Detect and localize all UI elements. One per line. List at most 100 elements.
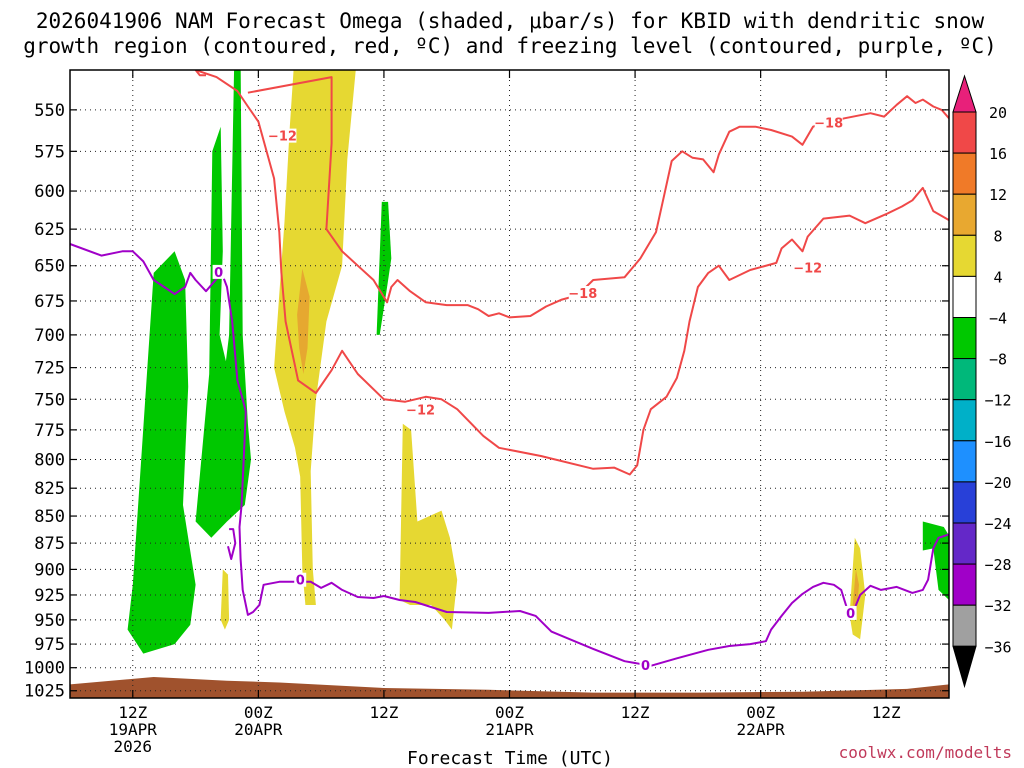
- colorbar-label: −24: [984, 515, 1011, 533]
- x-tick-label: 19APR: [109, 720, 158, 739]
- colorbar-swatch: [952, 563, 977, 606]
- contour-label: −12: [406, 403, 435, 418]
- contour-line: [227, 528, 237, 560]
- y-tick-label: 575: [34, 142, 65, 162]
- colorbar-label: 16: [989, 145, 1007, 163]
- contour-label-bg: [268, 128, 297, 143]
- x-tick-label: 00Z: [495, 703, 524, 722]
- colorbar-swatch: [952, 152, 977, 195]
- omega-region: [274, 70, 356, 605]
- contour-line: [194, 70, 206, 77]
- x-tick-label: 12Z: [872, 703, 901, 722]
- colorbar-label: 20: [989, 104, 1007, 122]
- contour-label-bg: [406, 402, 435, 417]
- colorbar-swatch: [952, 399, 977, 442]
- contour-label-bg: [793, 260, 822, 275]
- y-tick-label: 800: [34, 450, 65, 470]
- contour-label-bg: [212, 264, 225, 279]
- y-tick-label: 775: [34, 421, 65, 441]
- y-tick-label: 925: [34, 586, 65, 606]
- colorbar-swatch: [952, 604, 977, 647]
- x-tick-label: 2026: [114, 737, 153, 756]
- contour-label: −12: [268, 130, 297, 145]
- y-tick-label: 550: [34, 101, 65, 121]
- y-tick-label: 950: [34, 611, 65, 631]
- colorbar-label: 4: [993, 268, 1002, 286]
- contour-label: 0: [846, 607, 855, 622]
- colorbar-swatch: [952, 234, 977, 277]
- contour-label: 0: [214, 266, 223, 281]
- contour-line: [195, 70, 949, 476]
- contour-label-bg: [639, 657, 652, 672]
- omega-region: [399, 423, 458, 630]
- y-tick-label: 1025: [24, 682, 65, 702]
- x-tick-label: 12Z: [118, 703, 147, 722]
- colorbar-swatch: [952, 317, 977, 360]
- colorbar-label: 12: [989, 186, 1007, 204]
- contour-label-bg: [294, 572, 307, 587]
- contour-line: [247, 76, 949, 319]
- credit-text: coolwx.com/modelts: [839, 743, 1012, 762]
- contour-label: −18: [814, 116, 843, 131]
- x-tick-label: 00Z: [244, 703, 273, 722]
- colorbar-swatch: [952, 111, 977, 154]
- contour-label: −12: [793, 262, 822, 277]
- colorbar-label: −20: [984, 474, 1011, 492]
- x-axis-title: Forecast Time (UTC): [407, 748, 613, 768]
- y-tick-label: 975: [34, 635, 65, 655]
- omega-region: [922, 521, 949, 600]
- y-tick-label: 1000: [24, 659, 65, 679]
- colorbar-label: −16: [984, 433, 1011, 451]
- contour-label-bg: [814, 115, 843, 130]
- colorbar: 20 16 12 8 4 −4 −8 −12 −16 −20 −24 −28 −32 −36: [952, 74, 1012, 689]
- x-tick-label: 12Z: [369, 703, 398, 722]
- x-tick-label: 00Z: [746, 703, 775, 722]
- x-tick-label: 20APR: [234, 720, 283, 739]
- y-tick-label: 725: [34, 359, 65, 379]
- contours: −12 −12 −12 −18 −18 0 0 0 0: [70, 70, 949, 674]
- omega-region: [220, 569, 230, 630]
- colorbar-swatch: [952, 193, 977, 236]
- omega-region: [297, 268, 310, 374]
- colorbar-label: −32: [984, 597, 1011, 615]
- contour-label-bg: [844, 605, 857, 620]
- plot-frame: [69, 69, 950, 699]
- colorbar-label: −28: [984, 556, 1011, 574]
- plot-area: [70, 70, 949, 698]
- colorbar-label: −4: [989, 310, 1007, 328]
- y-tick-label: 875: [34, 534, 65, 554]
- terrain: [70, 677, 949, 698]
- colorbar-label: 8: [993, 227, 1002, 245]
- contour-label-bg: [568, 286, 597, 301]
- colorbar-swatch: [952, 481, 977, 524]
- y-tick-label: 850: [34, 507, 65, 527]
- colorbar-swatch: [952, 358, 977, 401]
- y-tick-label: 600: [34, 182, 65, 202]
- omega-region: [127, 251, 196, 654]
- y-tick-label: 750: [34, 390, 65, 410]
- colorbar-label: −8: [989, 351, 1007, 369]
- contour-label: 0: [641, 659, 650, 674]
- y-tick-label: 900: [34, 560, 65, 580]
- colorbar-label: −12: [984, 392, 1011, 410]
- colorbar-label: −36: [984, 638, 1011, 656]
- y-tick-label: 700: [34, 326, 65, 346]
- chart-title-line-2: growth region (contoured, red, ºC) and f…: [23, 34, 997, 58]
- colorbar-arrow-bottom: [952, 645, 977, 689]
- chart-title-line-1: 2026041906 NAM Forecast Omega (shaded, μ…: [36, 9, 985, 33]
- gridlines: [70, 70, 949, 698]
- colorbar-arrow-top: [952, 74, 977, 113]
- y-tick-label: 650: [34, 257, 65, 277]
- colorbar-swatch: [952, 440, 977, 483]
- colorbar-swatch: [952, 522, 977, 565]
- x-tick-label: 22APR: [737, 720, 786, 739]
- y-tick-label: 675: [34, 292, 65, 312]
- colorbar-swatch: [952, 275, 977, 318]
- y-tick-label: 825: [34, 479, 65, 499]
- omega-region: [376, 201, 392, 335]
- y-axis: 550 575 600 625 650 675 700 725 750 775 800 825 850 8…: [24, 101, 949, 702]
- omega-region: [195, 70, 251, 538]
- x-tick-label: 12Z: [621, 703, 650, 722]
